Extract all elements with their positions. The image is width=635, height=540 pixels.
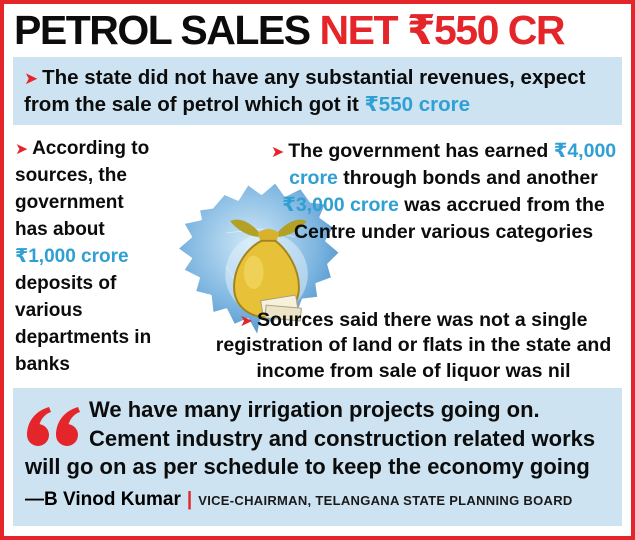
quote-icon bbox=[25, 402, 83, 450]
arrow-icon: ➤ bbox=[24, 69, 39, 88]
quote-panel: We have many irrigation projects going o… bbox=[13, 388, 622, 527]
right-fact-p3: was accrued from the Centre under variou… bbox=[293, 193, 605, 243]
bottom-fact-text: Sources said there was not a single regi… bbox=[215, 309, 612, 382]
bottom-fact: ➤ Sources said there was not a single reg… bbox=[205, 308, 622, 384]
right-fact-p1: The government has earned bbox=[288, 140, 554, 163]
title-red-part: NET ₹550 CR bbox=[319, 7, 566, 53]
arrow-icon: ➤ bbox=[15, 141, 29, 159]
quote-attribution: —B Vinod Kumar | VICE-CHAIRMAN, TELANGANA … bbox=[25, 482, 610, 511]
top-banner: ➤ The state did not have any substantial … bbox=[13, 57, 622, 126]
title-black-part: PETROL SALES bbox=[14, 7, 311, 53]
right-fact-p2: through bonds and another bbox=[337, 167, 598, 189]
top-banner-text: The state did not have any substantial r… bbox=[24, 66, 586, 117]
page-title: PETROL SALES NET ₹550 CR bbox=[4, 4, 631, 54]
right-fact-highlight-2: ₹3,000 crore bbox=[282, 193, 399, 216]
money-bag-icon bbox=[230, 219, 307, 322]
arrow-icon: ➤ bbox=[270, 144, 285, 162]
left-fact: ➤ According to sources, the government ha… bbox=[15, 136, 156, 379]
quote-author-role: VICE-CHAIRMAN, TELANGANA STATE PLANNING … bbox=[198, 492, 573, 508]
quote-author-name: —B Vinod Kumar bbox=[25, 488, 181, 510]
pipe-separator: | bbox=[186, 488, 193, 510]
right-fact: ➤ The government has earned ₹4,000 crore … bbox=[265, 138, 622, 246]
arrow-icon: ➤ bbox=[239, 313, 253, 331]
left-fact-highlight: ₹1,000 crore bbox=[15, 245, 129, 267]
top-banner-highlight: ₹550 crore bbox=[364, 93, 470, 117]
right-fact-highlight-1: ₹4,000 crore bbox=[289, 140, 617, 189]
middle-section: ➤ According to sources, the government ha… bbox=[13, 128, 622, 386]
quote-text: We have many irrigation projects going o… bbox=[25, 397, 596, 480]
left-fact-text-after: deposits of various departments in banks bbox=[15, 272, 152, 375]
left-fact-text-before: According to sources, the government has… bbox=[15, 138, 150, 240]
map-svg bbox=[175, 180, 342, 339]
telangana-map-illustration bbox=[163, 172, 370, 344]
